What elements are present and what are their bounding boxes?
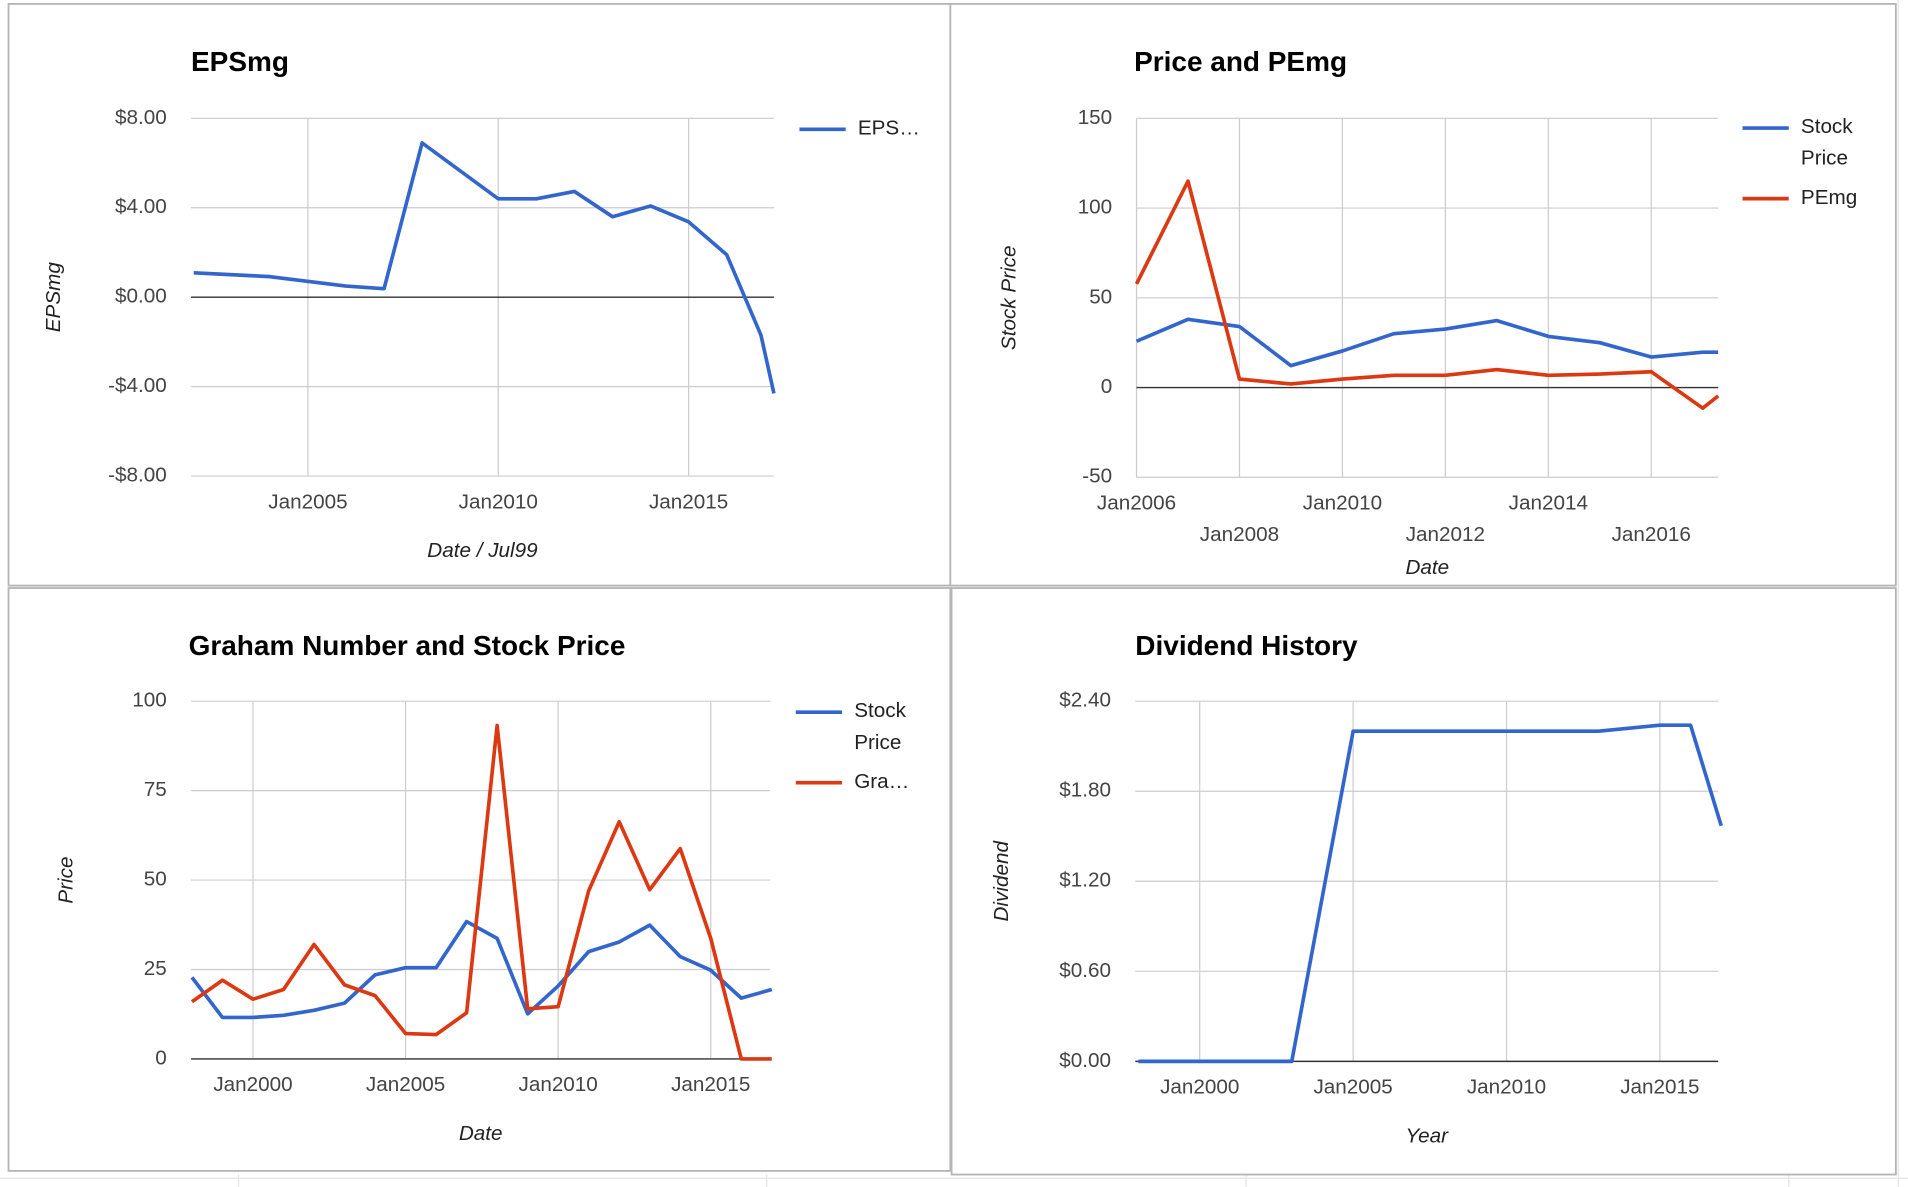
y-tick-label: $1.20 [1059,869,1111,892]
x-tick-label: Jan2000 [213,1073,292,1096]
chart-title: Dividend History [1135,630,1358,661]
y-axis-title: EPSmg [42,262,65,333]
x-tick-label: Jan2010 [1303,492,1382,515]
y-tick-label: $2.40 [1059,689,1111,712]
y-tick-label: 50 [144,868,167,891]
x-tick-label: Jan2010 [459,490,538,513]
y-tick-label: $1.80 [1059,779,1111,802]
y-tick-label: -$4.00 [108,374,167,397]
series-line [1134,179,1720,411]
legend-label: PEmg [1801,186,1857,209]
chart: Graham Number and Stock Price 0 25 50 75 100 J… [54,630,911,1145]
y-tick-label: $0.00 [115,285,167,308]
y-tick-label: 75 [144,778,167,801]
x-tick-label: Jan2005 [268,490,347,513]
x-tick-label: Jan2015 [671,1073,750,1096]
y-tick-label: $0.60 [1059,959,1111,982]
chart: Dividend History $0.00 $0.60 $1.20 $1.80 $2.4… [990,630,1723,1147]
series-line [193,141,776,394]
x-axis-title: Date [1406,556,1450,579]
y-tick-label: 0 [1101,375,1113,398]
chart: EPSmg -$8.00 -$4.00 $0.00 $4.00 $8.00 Jan2005 J… [42,46,920,562]
x-axis-title: Date / Jul99 [427,539,538,562]
legend-label: Gra… [854,770,909,793]
x-tick-label: Jan2008 [1200,523,1279,546]
y-tick-label: 0 [155,1046,167,1069]
panels [7,3,1897,1176]
series-line [190,723,772,1061]
x-tick-label: Jan2014 [1509,492,1588,515]
chart-title: Graham Number and Stock Price [189,630,626,661]
chart-title: EPSmg [191,46,289,77]
x-tick-label: Jan2015 [649,490,728,513]
x-tick-label: Jan2015 [1620,1076,1699,1099]
chart-title: Price and PEmg [1134,46,1347,77]
y-tick-label: 50 [1089,285,1112,308]
legend-label: Stock Price [854,700,911,755]
legend-label: EPS… [858,117,920,140]
y-tick-label: 100 [1078,196,1113,219]
x-tick-label: Jan2005 [1313,1076,1392,1099]
series-line [190,919,773,1020]
y-tick-label: -50 [1082,465,1112,488]
y-tick-label: $0.00 [1059,1049,1111,1072]
legend-label: Stock Price [1801,116,1858,171]
x-tick-label: Jan2016 [1612,523,1691,546]
y-axis-title: Stock Price [997,246,1020,351]
y-axis-title: Price [54,857,77,904]
y-tick-label: 150 [1078,106,1113,129]
x-tick-label: Jan2006 [1097,492,1176,515]
x-tick-label: Jan2010 [1467,1076,1546,1099]
y-tick-label: 100 [132,689,167,712]
x-tick-label: Jan2005 [366,1073,445,1096]
chart: Price and PEmg -50 0 50 100 150 Jan2006 Jan2008… [997,46,1858,579]
y-tick-label: $4.00 [115,195,167,218]
y-tick-label: -$8.00 [108,464,167,487]
x-axis-title: Year [1405,1124,1449,1147]
x-tick-label: Jan2000 [1160,1076,1239,1099]
x-tick-label: Jan2010 [518,1073,597,1096]
series-line [1138,723,1723,1064]
y-tick-label: $8.00 [115,106,167,129]
series-line [1135,317,1719,368]
x-axis-title: Date [459,1122,503,1145]
x-tick-label: Jan2012 [1406,523,1485,546]
y-tick-label: 25 [144,957,167,980]
y-axis-title: Dividend [990,840,1013,922]
